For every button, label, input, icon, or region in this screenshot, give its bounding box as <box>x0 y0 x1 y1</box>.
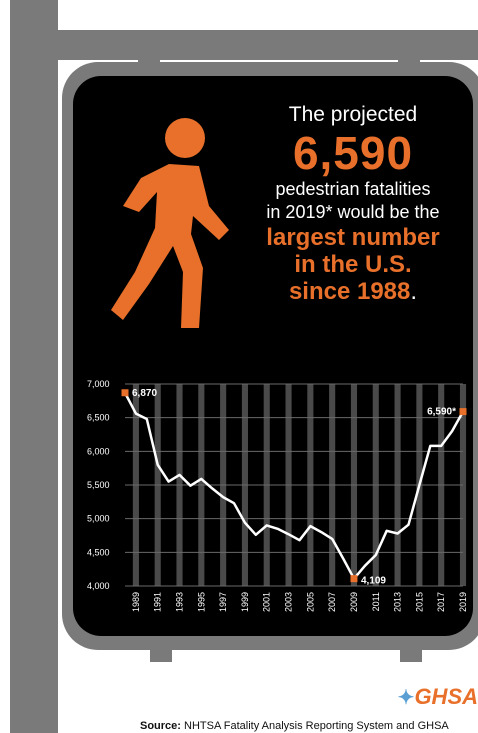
x-tick-label-2001: 2001 <box>262 592 272 612</box>
annotation-label-0: 6,870 <box>132 388 157 399</box>
annotation-marker-0 <box>121 389 129 397</box>
sign-pole <box>10 0 58 733</box>
annotation-label-1: 4,109 <box>361 576 386 587</box>
source-note: Source: NHTSA Fatality Analysis Reportin… <box>140 720 449 732</box>
y-tick-label-5000: 5,000 <box>87 514 110 524</box>
headline-emphasis-3: since 1988 <box>288 278 411 305</box>
annotation-marker-2 <box>459 408 467 416</box>
annotation-label-2: 6,590* <box>427 407 456 418</box>
chart-annotations: 6,870 4,109 6,590* <box>121 388 467 587</box>
y-tick-label-4500: 4,500 <box>87 547 110 557</box>
x-tick-label-2019: 2019 <box>458 592 468 612</box>
source-prefix: Source: <box>140 720 181 732</box>
series-line-fatalities <box>123 392 465 580</box>
x-tick-label-2013: 2013 <box>393 592 403 612</box>
y-tick-label-5500: 5,500 <box>87 480 110 490</box>
ghsa-logo-text: GHSA <box>414 684 478 709</box>
x-tick-label-1999: 1999 <box>240 592 250 612</box>
headline-lead: The projected <box>288 103 418 126</box>
sign-pole-arm <box>10 30 478 60</box>
sign-panel: The projected 6,590 pedestrian fatalitie… <box>73 76 473 636</box>
chart-x-ticks: 1989 1991 1993 1995 1997 1999 2001 2003 2005 2007… <box>131 592 468 612</box>
annotation-marker-1 <box>350 575 358 583</box>
x-tick-label-1991: 1991 <box>153 592 163 612</box>
x-tick-label-2003: 2003 <box>284 592 294 612</box>
headline-block: The projected 6,590 pedestrian fatalitie… <box>233 102 473 305</box>
headline-line-2: in 2019* would be the <box>266 202 440 222</box>
x-tick-label-1995: 1995 <box>196 592 206 612</box>
chart-gridlines <box>125 383 463 587</box>
y-tick-label-4000: 4,000 <box>87 581 110 591</box>
chart-y-ticks: 7,000 6,500 6,000 5,500 5,000 4,500 4,000 <box>87 379 110 591</box>
fatalities-line-chart: 7,000 6,500 6,000 5,500 5,000 4,500 4,000 1989… <box>87 379 468 612</box>
y-tick-label-7000: 7,000 <box>87 379 110 389</box>
y-tick-label-6000: 6,000 <box>87 446 110 456</box>
ghsa-logo: ✦GHSA <box>398 684 478 710</box>
headline-emphasis-2: in the U.S. <box>294 251 412 278</box>
y-tick-label-6500: 6,500 <box>87 413 110 423</box>
x-tick-label-2011: 2011 <box>371 592 381 611</box>
headline-emphasis-3-row: since 1988. <box>233 278 473 305</box>
x-tick-label-2007: 2007 <box>327 592 337 612</box>
pedestrian-icon <box>111 118 229 328</box>
x-tick-label-2009: 2009 <box>349 592 359 612</box>
x-tick-label-1997: 1997 <box>218 592 228 612</box>
x-tick-label-2017: 2017 <box>436 592 446 612</box>
star-icon: ✦ <box>397 687 415 709</box>
headline-emphasis-1: largest number <box>266 224 440 251</box>
headline-line-1: pedestrian fatalities <box>275 179 431 199</box>
x-tick-label-2005: 2005 <box>305 592 315 612</box>
headline-number: 6,590 <box>292 127 414 179</box>
source-text: NHTSA Fatality Analysis Reporting System… <box>180 720 449 732</box>
sign-bracket-bottom-left <box>150 648 172 662</box>
x-tick-label-1989: 1989 <box>131 592 141 612</box>
x-tick-label-2015: 2015 <box>414 592 424 612</box>
sign-bracket-bottom-right <box>400 648 422 662</box>
headline-period: . <box>410 278 418 305</box>
x-tick-label-1993: 1993 <box>175 592 185 612</box>
